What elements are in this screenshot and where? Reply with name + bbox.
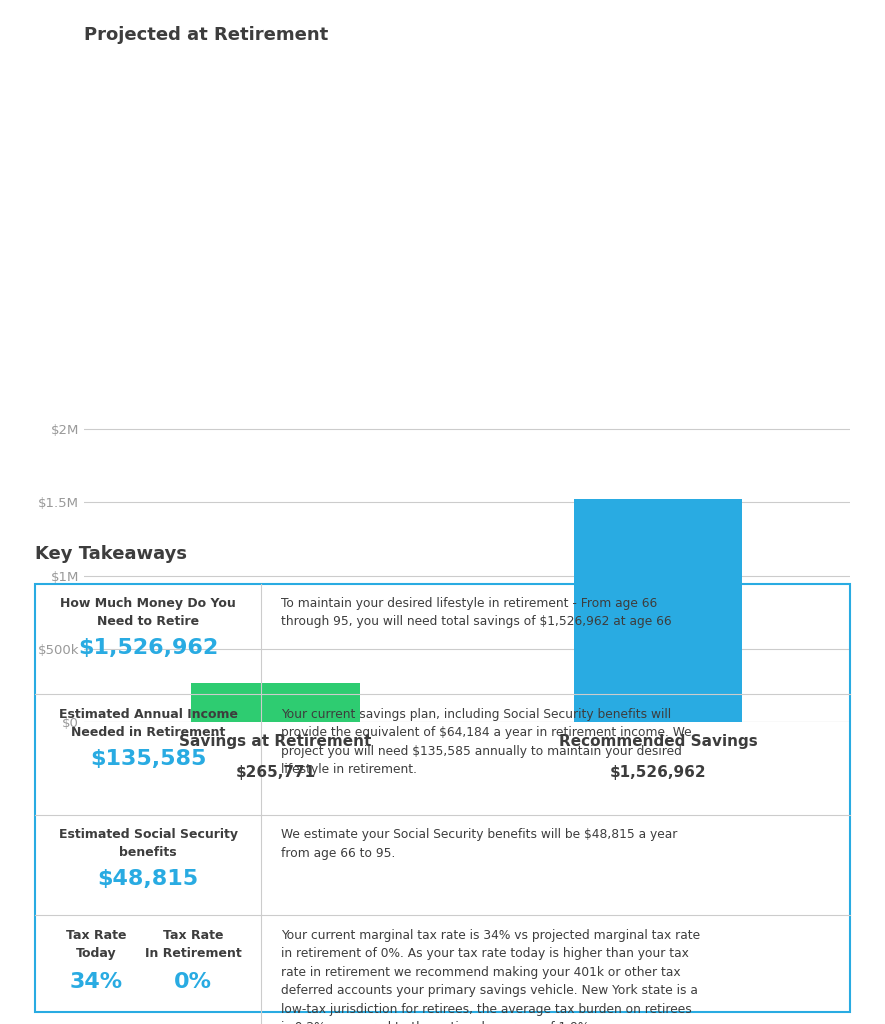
- Bar: [574, 499, 743, 722]
- Text: Projected at Retirement: Projected at Retirement: [84, 26, 328, 44]
- Text: Tax Rate
In Retirement: Tax Rate In Retirement: [145, 929, 242, 959]
- Text: Your current marginal tax rate is 34% vs projected marginal tax rate
in retireme: Your current marginal tax rate is 34% vs…: [281, 929, 700, 1024]
- Text: Estimated Social Security
benefits: Estimated Social Security benefits: [58, 828, 238, 859]
- Text: $48,815: $48,815: [97, 869, 199, 890]
- Text: 34%: 34%: [70, 972, 123, 992]
- Text: Recommended Savings: Recommended Savings: [558, 734, 758, 750]
- Text: $265,771: $265,771: [235, 765, 316, 780]
- Bar: [191, 683, 359, 722]
- Text: Key Takeaways: Key Takeaways: [35, 545, 188, 563]
- Text: $1,526,962: $1,526,962: [78, 638, 219, 658]
- Text: $1,526,962: $1,526,962: [610, 765, 706, 780]
- Text: To maintain your desired lifestyle in retirement - From age 66
through 95, you w: To maintain your desired lifestyle in re…: [281, 597, 671, 629]
- Text: $135,585: $135,585: [90, 749, 206, 769]
- Text: Estimated Annual Income
Needed in Retirement: Estimated Annual Income Needed in Retire…: [58, 708, 238, 738]
- Text: Your current savings plan, including Social Security benefits will
provide the e: Your current savings plan, including Soc…: [281, 708, 691, 776]
- Text: Tax Rate
Today: Tax Rate Today: [66, 929, 127, 959]
- Text: 0%: 0%: [174, 972, 212, 992]
- Text: How Much Money Do You
Need to Retire: How Much Money Do You Need to Retire: [60, 597, 236, 628]
- Text: Savings at Retirement: Savings at Retirement: [180, 734, 372, 750]
- Text: We estimate your Social Security benefits will be $48,815 a year
from age 66 to : We estimate your Social Security benefit…: [281, 828, 677, 860]
